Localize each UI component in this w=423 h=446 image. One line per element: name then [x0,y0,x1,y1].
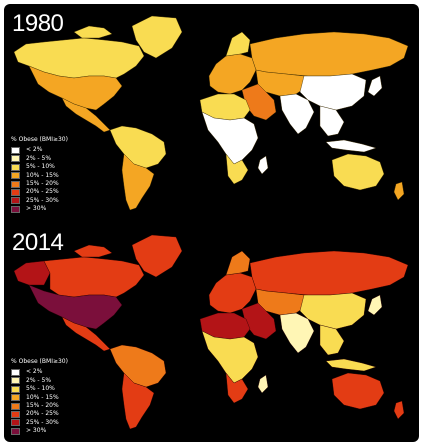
legend-title: % Obese (BMI≥30) [11,136,68,143]
legend-label: 15% - 20% [26,179,59,187]
legend-item: 2% - 5% [11,155,68,163]
region-indonesia [325,358,377,372]
region-north-america-north [43,256,145,298]
region-china-east-asia [299,73,367,111]
region-sub-saharan-africa [201,111,259,165]
map-panel-1980: 1980 % Obese (BMI≥30) < 2% 2% - 5% 5% - … [4,4,419,223]
map-legend: % Obese (BMI≥30) < 2% 2% - 5% 5% - 10% 1… [11,358,68,436]
legend-swatch [11,163,20,171]
region-south-america-north [109,125,167,169]
region-south-america-south [121,372,155,430]
region-south-asia [279,93,315,135]
region-arctic-islands [73,25,113,39]
legend-item: 15% - 20% [11,402,68,410]
region-southeast-asia [319,324,345,356]
legend-label: 15% - 20% [26,401,59,409]
legend-item: 5% - 10% [11,163,68,171]
legend-label: < 2% [26,146,43,154]
region-europe [208,272,257,314]
region-new-zealand [393,400,405,420]
legend-swatch [11,394,20,402]
world-map-1980 [13,15,409,211]
legend-item: 20% - 25% [11,410,68,419]
region-europe [208,53,257,95]
legend-label: 20% - 25% [26,410,59,418]
legend-label: 25% - 30% [26,196,59,204]
year-label: 2014 [12,229,64,256]
legend-item: < 2% [11,368,68,377]
legend-title: % Obese (BMI≥30) [11,358,68,365]
region-southeast-asia [319,105,345,137]
legend-label: 5% - 10% [26,163,55,171]
region-madagascar [257,155,269,175]
legend-swatch [11,411,20,419]
region-scandinavia [225,250,251,276]
region-north-america-south [28,284,123,330]
legend-swatch [11,189,20,197]
map-panel-2014: 2014 % Obese (BMI≥30) < 2% 2% - 5% 5% - … [4,223,419,442]
region-north-america-south [28,65,123,111]
region-south-america-south [121,153,155,211]
legend-label: > 30% [26,427,47,435]
legend-label: < 2% [26,368,43,376]
legend-item: 25% - 30% [11,197,68,205]
legend-label: 2% - 5% [26,376,52,384]
region-japan [367,294,383,316]
legend-swatch [11,427,20,435]
region-greenland [131,15,183,59]
region-south-america-north [109,344,167,388]
legend-swatch [11,385,20,393]
legend-item: 25% - 30% [11,419,68,427]
legend-swatch [11,155,20,163]
legend-swatch [11,377,20,385]
region-arctic-islands [73,244,113,258]
region-southern-africa [225,153,249,185]
legend-label: 2% - 5% [26,154,52,162]
region-central-america [61,97,111,133]
legend-item: 10% - 15% [11,394,68,402]
map-legend: % Obese (BMI≥30) < 2% 2% - 5% 5% - 10% 1… [11,136,68,214]
region-greenland [131,234,183,278]
legend-swatch [11,172,20,180]
legend-item: 15% - 20% [11,180,68,188]
region-russia [249,31,409,77]
region-new-zealand [393,181,405,201]
legend-swatch [11,419,20,427]
region-madagascar [257,374,269,394]
region-sub-saharan-africa [201,330,259,384]
legend-item: 5% - 10% [11,385,68,393]
region-australia [331,153,385,191]
comparison-figure: 1980 % Obese (BMI≥30) < 2% 2% - 5% 5% - … [4,4,419,442]
region-alaska [13,260,51,286]
year-label: 1980 [12,10,64,37]
legend-swatch [11,180,20,188]
legend-item: 10% - 15% [11,172,68,180]
world-map-2014 [13,234,409,430]
legend-label: 10% - 15% [26,171,59,179]
legend-label: 10% - 15% [26,393,59,401]
legend-item: > 30% [11,205,68,213]
legend-label: 25% - 30% [26,418,59,426]
legend-label: 20% - 25% [26,188,59,196]
legend-item: < 2% [11,146,68,155]
legend-swatch [11,205,20,213]
legend-swatch [11,402,20,410]
region-scandinavia [225,31,251,57]
region-south-asia [279,312,315,354]
legend-item: 20% - 25% [11,188,68,197]
legend-item: > 30% [11,427,68,435]
region-southern-africa [225,372,249,404]
legend-swatch [11,147,20,155]
legend-item: 2% - 5% [11,377,68,385]
region-central-america [61,316,111,352]
region-china-east-asia [299,292,367,330]
legend-label: > 30% [26,205,47,213]
region-russia [249,250,409,296]
region-japan [367,75,383,97]
region-indonesia [325,139,377,153]
legend-label: 5% - 10% [26,385,55,393]
legend-swatch [11,369,20,377]
region-australia [331,372,385,410]
legend-swatch [11,197,20,205]
